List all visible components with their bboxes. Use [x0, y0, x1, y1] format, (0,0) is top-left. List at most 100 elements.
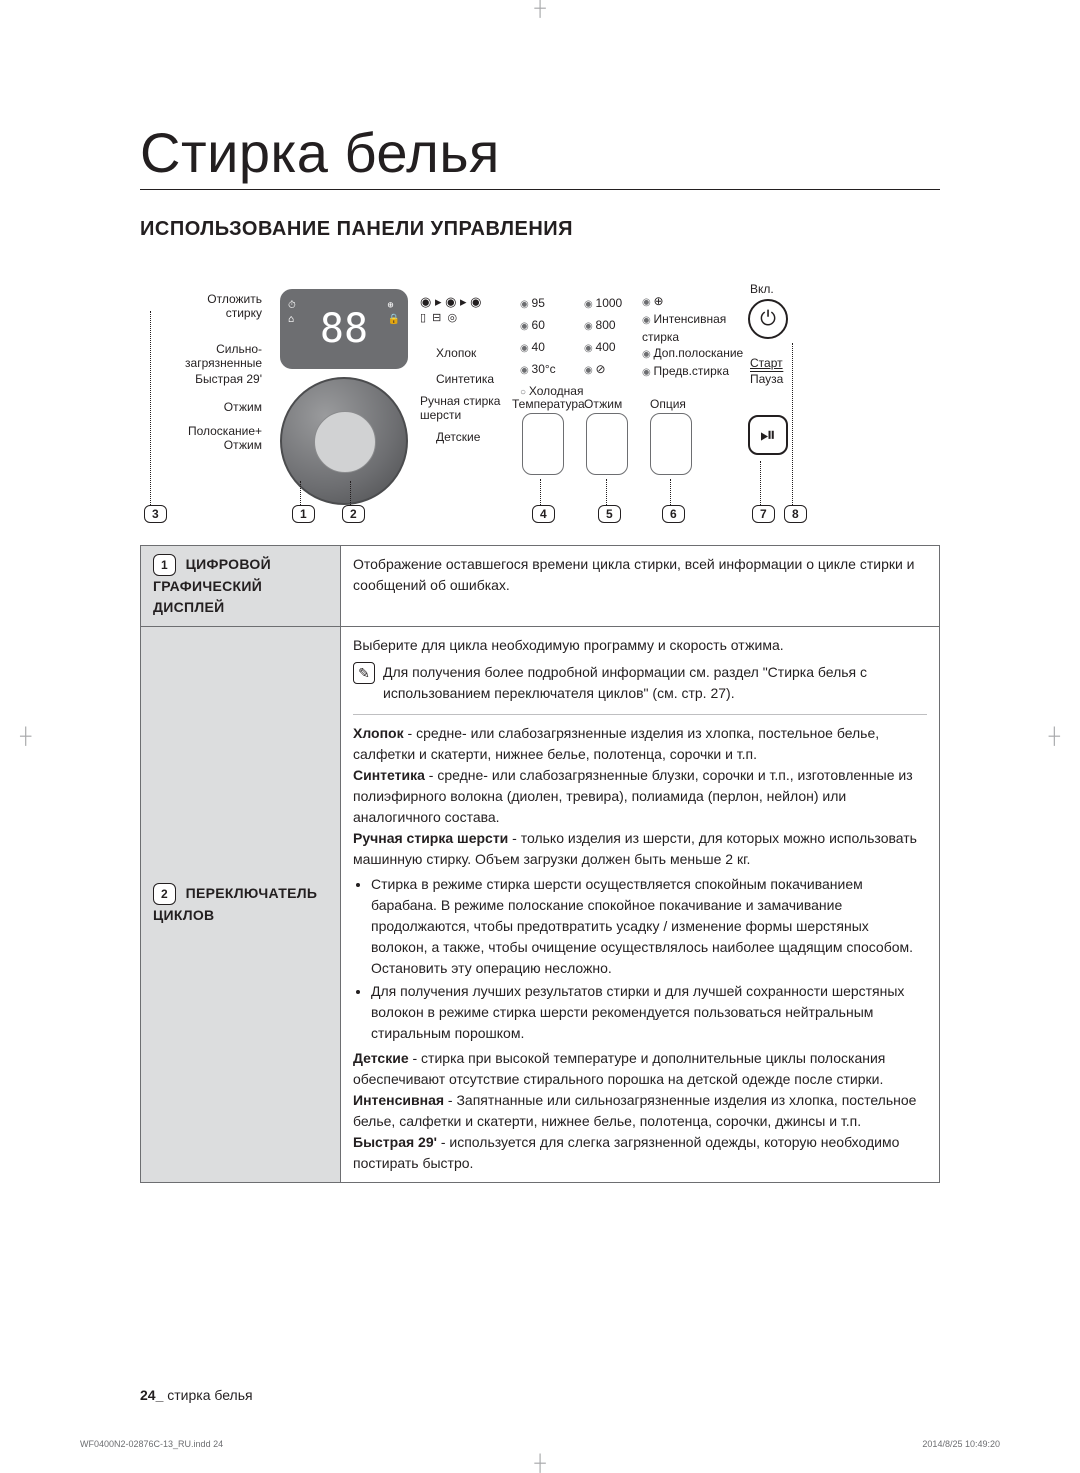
- power-label: Вкл.: [750, 283, 774, 297]
- prog-wool: Ручная стирка шерсти - только изделия из…: [353, 828, 927, 870]
- callout-line-2: [350, 481, 351, 507]
- label-kids: Детские: [436, 431, 480, 445]
- marker-5: 5: [598, 505, 621, 523]
- option-label: Опция: [650, 397, 686, 411]
- prog-cotton: Хлопок - средне- или слабозагрязненные и…: [353, 723, 927, 765]
- prog-kids: Детские - стирка при высокой температуре…: [353, 1048, 927, 1090]
- marker-8: 8: [784, 505, 807, 523]
- prog-kids-t: - стирка при высокой температуре и допол…: [353, 1050, 885, 1087]
- prog-cotton-b: Хлопок: [353, 725, 404, 741]
- footer-page: 24_ стирка белья: [140, 1387, 253, 1403]
- row2-intro: Выберите для цикла необходимую программу…: [353, 635, 927, 656]
- callout-line-1: [300, 481, 301, 507]
- label-rinse-spin: Полоскание+ Отжим: [140, 425, 262, 453]
- label-spin: Отжим: [154, 401, 262, 415]
- marker-4: 4: [532, 505, 555, 523]
- footer-section: стирка белья: [163, 1387, 252, 1403]
- opt-eco: ⊕: [642, 293, 743, 311]
- temp-40: 40: [520, 337, 583, 359]
- detergent-icons: ◉ ▸ ◉ ▸ ◉▯ ⊟ ◎: [420, 295, 482, 325]
- spin-400: 400: [584, 337, 622, 359]
- label-quick: Быстрая 29': [154, 373, 262, 387]
- crop-mark-top: ┼: [534, 0, 545, 18]
- marker-1: 1: [292, 505, 315, 523]
- temp-60: 60: [520, 315, 583, 337]
- footer-timestamp: 2014/8/25 10:49:20: [922, 1439, 1000, 1449]
- opt-prewash: Предв.стирка: [642, 363, 743, 381]
- spin-label: Отжим: [584, 397, 622, 411]
- prog-quick: Быстрая 29' - используется для слегка за…: [353, 1132, 927, 1174]
- temp-95: 95: [520, 293, 583, 315]
- page-title: Стирка белья: [140, 120, 940, 190]
- divider: [353, 714, 927, 715]
- label-wool: Ручная стирка шерсти: [420, 395, 500, 423]
- footer-page-num: 24_: [140, 1387, 163, 1403]
- start-pause-button: ⏯: [748, 415, 788, 455]
- marker-7: 7: [752, 505, 775, 523]
- callout-line-4: [540, 479, 541, 507]
- prog-synth: Синтетика - средне- или слабозагрязненны…: [353, 765, 927, 828]
- label-heavy: Сильно- загрязненные: [140, 343, 262, 371]
- crop-mark-right: ┼: [1049, 728, 1060, 746]
- spin-none: ⊘: [584, 359, 622, 381]
- label-delay: Отложить стирку: [154, 293, 262, 321]
- temp-button: [522, 413, 564, 475]
- spin-button: [586, 413, 628, 475]
- row1-body: Отображение оставшегося времени цикла ст…: [341, 546, 940, 627]
- footer-indd: WF0400N2-02876C-13_RU.indd 24: [80, 1439, 223, 1449]
- prog-intense: Интенсивная - Запятнанные или сильнозагр…: [353, 1090, 927, 1132]
- wool-bullets: Стирка в режиме стирка шерсти осуществля…: [371, 874, 927, 1044]
- row2-body: Выберите для цикла необходимую программу…: [341, 627, 940, 1183]
- temp-column: 95 60 40 30°c Холодная: [520, 293, 583, 403]
- spin-800: 800: [584, 315, 622, 337]
- manual-page: ┼ ┼ ┼ ┼ Стирка белья ИСПОЛЬЗОВАНИЕ ПАНЕЛ…: [0, 0, 1080, 1473]
- prog-cotton-t: - средне- или слабозагрязненные изделия …: [353, 725, 879, 762]
- wool-li1: Стирка в режиме стирка шерсти осуществля…: [371, 874, 927, 979]
- label-cotton: Хлопок: [436, 347, 476, 361]
- spin-1000: 1000: [584, 293, 622, 315]
- lcd-left-icons: ⏱⌂: [288, 299, 296, 327]
- callout-line-7: [760, 461, 761, 507]
- lcd-value: 88: [320, 306, 368, 352]
- prog-intense-b: Интенсивная: [353, 1092, 444, 1108]
- callout-line-6: [670, 479, 671, 507]
- table-row: 2 ПЕРЕКЛЮЧАТЕЛЬ ЦИКЛОВ Выберите для цикл…: [141, 627, 940, 1183]
- row2-left: 2 ПЕРЕКЛЮЧАТЕЛЬ ЦИКЛОВ: [141, 627, 341, 1183]
- row2-title: ПЕРЕКЛЮЧАТЕЛЬ ЦИКЛОВ: [153, 885, 317, 923]
- prog-synth-b: Синтетика: [353, 767, 425, 783]
- spin-column: 1000 800 400 ⊘: [584, 293, 622, 381]
- opt-extra-rinse: Доп.полоскание: [642, 345, 743, 363]
- option-button: [650, 413, 692, 475]
- marker-2: 2: [342, 505, 365, 523]
- pause-label: Пауза: [750, 373, 783, 387]
- lcd-display: ⏱⌂ 88 ⊕🔒: [280, 289, 408, 369]
- temp-30: 30°c: [520, 359, 583, 381]
- callout-line-3: [150, 311, 151, 507]
- row2-num: 2: [153, 883, 176, 905]
- lcd-right-icons: ⊕🔒: [388, 299, 400, 327]
- note-text: Для получения более подробной информации…: [383, 662, 927, 704]
- row1-left: 1 ЦИФРОВОЙ ГРАФИЧЕСКИЙ ДИСПЛЕЙ: [141, 546, 341, 627]
- controls-table: 1 ЦИФРОВОЙ ГРАФИЧЕСКИЙ ДИСПЛЕЙ Отображен…: [140, 545, 940, 1183]
- label-synth: Синтетика: [436, 373, 494, 387]
- prog-wool-b: Ручная стирка шерсти: [353, 830, 508, 846]
- callout-line-8: [792, 343, 793, 507]
- start-label: Старт: [750, 357, 783, 371]
- prog-kids-b: Детские: [353, 1050, 409, 1066]
- prog-quick-b: Быстрая 29': [353, 1134, 437, 1150]
- prog-synth-t: - средне- или слабозагрязненные блузки, …: [353, 767, 913, 825]
- option-column: ⊕ Интенсивная стирка Доп.полоскание Пред…: [642, 293, 743, 381]
- opt-intensive: Интенсивная стирка: [642, 311, 743, 345]
- section-heading: ИСПОЛЬЗОВАНИЕ ПАНЕЛИ УПРАВЛЕНИЯ: [140, 218, 940, 241]
- note-row: ✎ Для получения более подробной информац…: [353, 662, 927, 704]
- crop-mark-bottom: ┼: [534, 1455, 545, 1473]
- marker-3: 3: [144, 505, 167, 523]
- control-panel-diagram: ⏱⌂ 88 ⊕🔒 Отложить стирку Сильно- загрязн…: [140, 265, 940, 525]
- temp-label: Температура: [512, 397, 585, 411]
- marker-6: 6: [662, 505, 685, 523]
- wool-li2: Для получения лучших результатов стирки …: [371, 981, 927, 1044]
- crop-mark-left: ┼: [20, 728, 31, 746]
- table-row: 1 ЦИФРОВОЙ ГРАФИЧЕСКИЙ ДИСПЛЕЙ Отображен…: [141, 546, 940, 627]
- power-button: ⏻: [748, 299, 788, 339]
- note-icon: ✎: [353, 662, 375, 684]
